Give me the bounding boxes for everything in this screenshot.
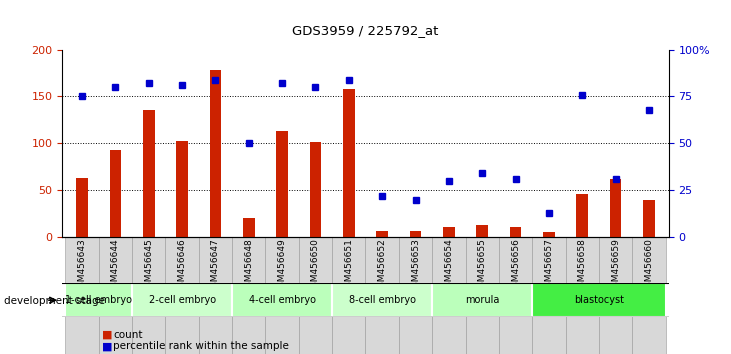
Bar [132,283,232,317]
Bar [99,237,132,354]
Bar [299,237,332,354]
Bar [110,150,121,237]
Bar [432,237,466,354]
Bar [376,230,388,237]
Bar [599,237,632,354]
Bar [176,141,188,237]
Bar [532,237,566,354]
Bar [466,237,499,354]
Text: count: count [113,330,143,339]
Bar [232,283,332,317]
Bar [443,227,455,237]
Text: 1-cell embryo: 1-cell embryo [65,295,132,305]
Text: 2-cell embryo: 2-cell embryo [148,295,216,305]
Bar [499,237,532,354]
Bar [332,283,432,317]
Bar [532,283,665,317]
Bar [566,237,599,354]
Bar [276,131,288,237]
Bar [477,225,488,237]
Text: 8-cell embryo: 8-cell embryo [349,295,416,305]
Bar [543,233,555,237]
Bar [66,283,132,317]
Text: percentile rank within the sample: percentile rank within the sample [113,341,289,351]
Bar [610,179,621,237]
Bar [210,70,221,237]
Text: ■: ■ [102,330,113,339]
Bar [199,237,232,354]
Bar [343,89,355,237]
Bar [243,218,254,237]
Bar [66,237,99,354]
Bar [232,237,265,354]
Bar [409,230,421,237]
Bar [332,237,366,354]
Bar [76,178,88,237]
Bar [432,283,532,317]
Bar [143,110,155,237]
Text: morula: morula [465,295,499,305]
Text: 4-cell embryo: 4-cell embryo [249,295,316,305]
Text: ■: ■ [102,341,113,351]
Bar [399,237,432,354]
Bar [165,237,199,354]
Text: development stage: development stage [4,296,105,306]
Bar [132,237,165,354]
Bar [265,237,299,354]
Bar [632,237,665,354]
Bar [310,142,322,237]
Bar [366,237,399,354]
Bar [643,200,655,237]
Bar [576,194,588,237]
Text: blastocyst: blastocyst [574,295,624,305]
Text: GDS3959 / 225792_at: GDS3959 / 225792_at [292,24,439,37]
Bar [510,227,521,237]
